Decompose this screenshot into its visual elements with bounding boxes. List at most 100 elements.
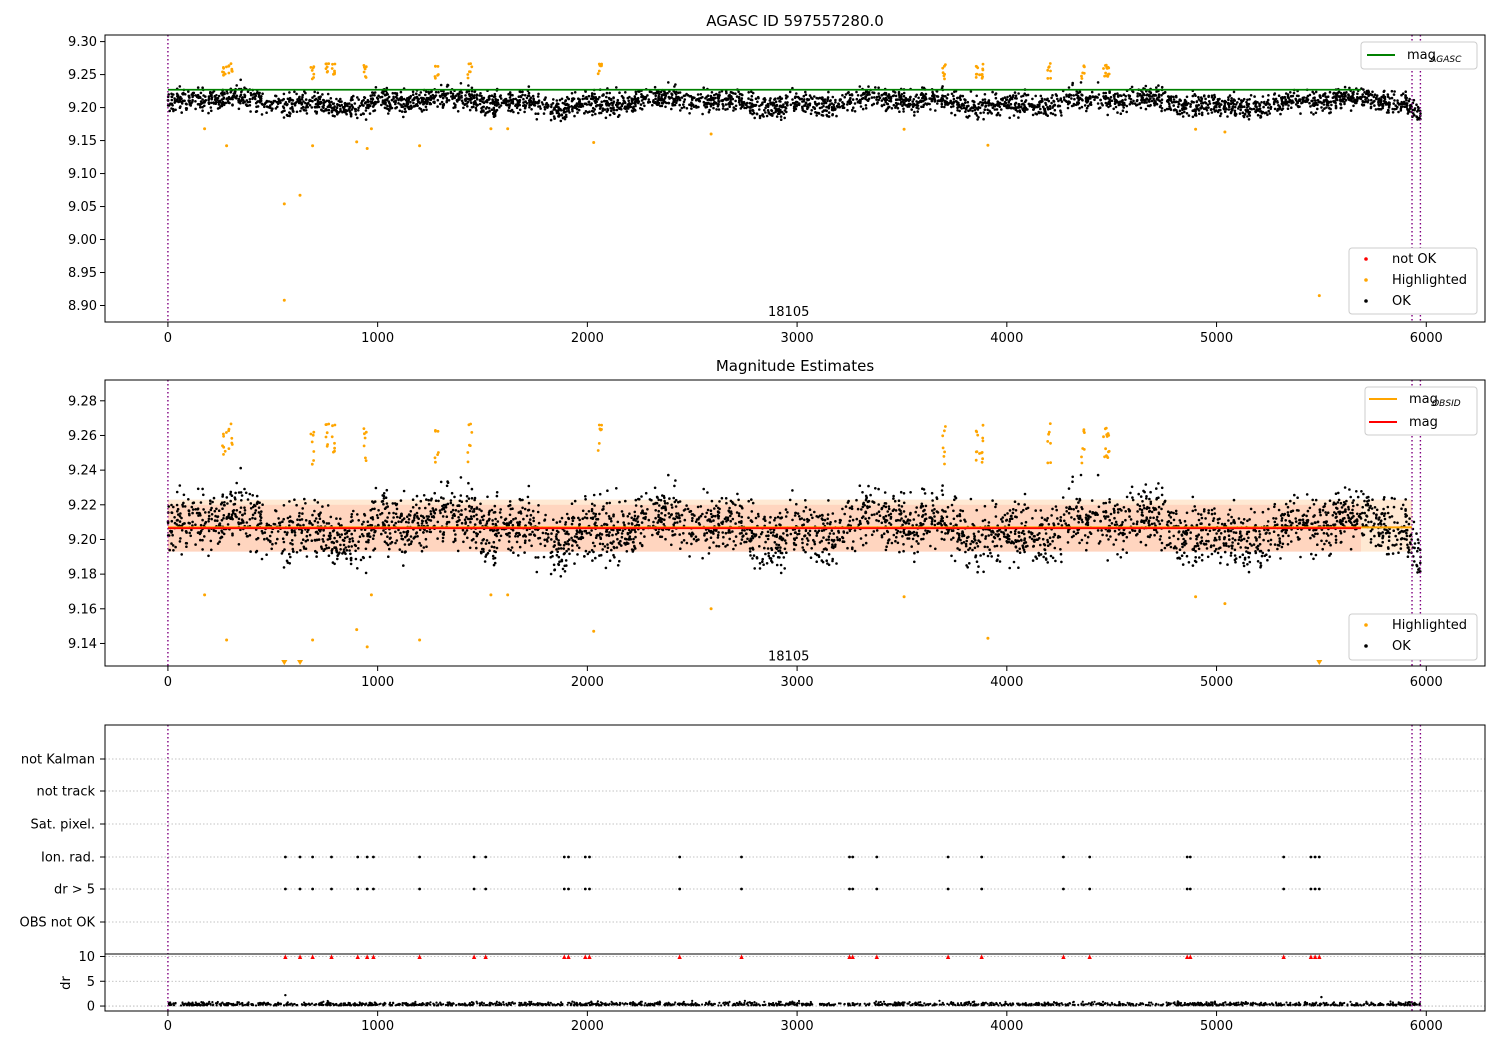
ok-point (1225, 108, 1228, 111)
ok-point (525, 514, 529, 518)
ok-point (1269, 107, 1272, 111)
ok-point (1166, 99, 1169, 102)
ok-point (357, 98, 361, 101)
ok-point (1191, 109, 1194, 112)
ok-point (318, 97, 322, 101)
ok-point (190, 93, 194, 96)
ok-point (797, 96, 801, 100)
ok-point (1404, 509, 1407, 512)
ok-point (1321, 109, 1324, 112)
ok-point (935, 496, 938, 499)
ok-point (936, 95, 940, 98)
ok-point (1121, 99, 1124, 102)
ok-point (761, 114, 764, 117)
ok-point (1195, 100, 1199, 103)
ok-point (769, 97, 772, 100)
ok-point (1383, 95, 1387, 99)
ok-point (740, 93, 743, 96)
ok-point (1379, 108, 1383, 111)
ok-point (779, 571, 783, 575)
ok-point (1071, 81, 1074, 85)
ok-point (523, 106, 527, 110)
ok-point (820, 113, 824, 117)
ok-point (1128, 103, 1132, 106)
ok-point (1048, 107, 1052, 110)
ok-point (297, 96, 301, 100)
ok-point (637, 100, 641, 103)
ok-point (311, 100, 314, 103)
highlighted-point (1104, 63, 1108, 67)
ok-point (605, 95, 608, 99)
ok-point (673, 103, 677, 107)
highlighted-point (489, 127, 493, 131)
ok-point (1125, 551, 1128, 554)
ok-point (657, 509, 660, 513)
ok-point (528, 101, 531, 104)
ok-point (981, 98, 985, 102)
ok-point (1277, 104, 1280, 107)
ok-point (983, 98, 987, 101)
ok-point (598, 107, 602, 110)
ok-point (975, 114, 979, 117)
ok-point (745, 101, 749, 105)
ok-point (897, 92, 901, 96)
ok-point (457, 516, 460, 519)
ok-point (793, 103, 797, 106)
ok-point (605, 91, 609, 95)
ok-point (727, 102, 731, 105)
ok-point (1412, 98, 1416, 102)
ok-point (634, 104, 637, 108)
ok-point (654, 97, 657, 101)
ok-point (661, 102, 665, 105)
ok-point (315, 110, 319, 114)
ok-point (844, 93, 848, 96)
ok-point (1408, 97, 1411, 101)
ok-point (1085, 96, 1088, 99)
ok-point (278, 100, 282, 103)
ok-point (1253, 100, 1257, 104)
ok-point (1375, 516, 1378, 519)
ok-point (1077, 97, 1081, 101)
ok-point (973, 100, 976, 104)
ok-point (431, 507, 435, 510)
ok-point (1105, 534, 1108, 537)
ok-point (1328, 106, 1331, 110)
ok-point (217, 103, 221, 106)
ok-point (499, 516, 503, 519)
ok-point (827, 538, 830, 541)
ok-point (209, 539, 213, 543)
ok-point (984, 101, 988, 105)
ok-point (1352, 92, 1355, 96)
ok-point (278, 521, 282, 524)
ok-point (1031, 559, 1035, 562)
highlighted-point (1082, 71, 1086, 75)
ok-point (994, 103, 997, 107)
ok-point (366, 100, 370, 103)
ok-point (1397, 103, 1401, 106)
ok-point (813, 510, 816, 514)
ok-point (356, 116, 359, 120)
ok-point (335, 97, 338, 101)
ok-point (1373, 99, 1376, 103)
ok-point (460, 99, 464, 102)
ok-point (243, 506, 246, 510)
ok-point (818, 541, 822, 544)
ok-point (1231, 537, 1235, 540)
ok-point (380, 95, 384, 99)
ok-point (192, 91, 196, 95)
ok-point (1116, 553, 1119, 556)
ok-point (804, 90, 807, 94)
ok-point (616, 115, 620, 118)
ok-point (594, 515, 597, 518)
ok-point (627, 99, 630, 103)
ok-point (290, 102, 294, 106)
ok-point (1369, 102, 1373, 105)
ok-point (517, 554, 520, 557)
ok-point (929, 544, 932, 548)
ok-point (1112, 543, 1115, 546)
ok-point (243, 509, 247, 512)
ok-point (493, 533, 497, 537)
y-tick-label: 9.20 (68, 101, 97, 116)
ok-point (517, 95, 521, 98)
ok-point (390, 98, 394, 102)
